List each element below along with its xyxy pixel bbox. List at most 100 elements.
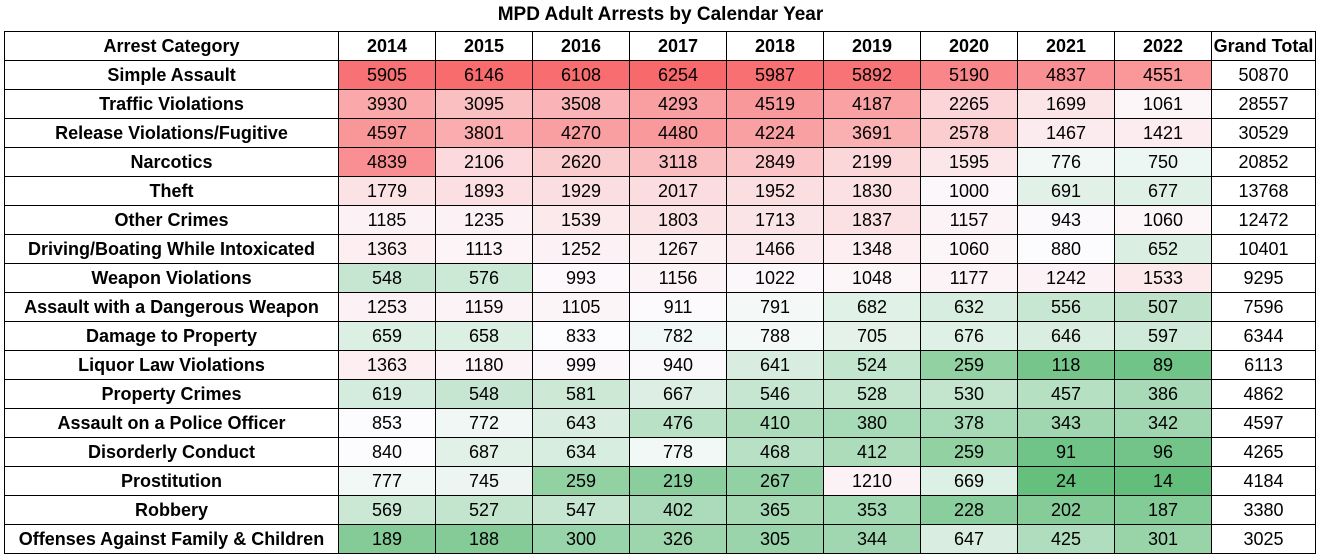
value-cell: 646	[1017, 321, 1115, 351]
value-cell: 1467	[1017, 118, 1115, 148]
value-cell: 1252	[532, 234, 630, 264]
row-category-label: Simple Assault	[4, 60, 339, 90]
table-row: Weapon Violations 548 576 993 1156 1022 1048 11…	[4, 263, 1316, 293]
value-cell: 259	[532, 466, 630, 496]
value-cell: 691	[1017, 176, 1115, 206]
value-cell: 228	[920, 495, 1018, 525]
table-row: Property Crimes 619 548 581 667 546 528 530 457 3…	[4, 379, 1316, 409]
table-row: Narcotics 4839 2106 2620 3118 2849 2199 1595 776…	[4, 147, 1316, 177]
value-cell: 1177	[920, 263, 1018, 293]
value-cell: 1267	[629, 234, 727, 264]
value-cell: 305	[726, 524, 824, 554]
value-cell: 4293	[629, 89, 727, 119]
value-cell: 4270	[532, 118, 630, 148]
value-cell: 1779	[338, 176, 436, 206]
value-cell: 202	[1017, 495, 1115, 525]
value-cell: 91	[1017, 437, 1115, 467]
row-category-label: Robbery	[4, 495, 339, 525]
value-cell: 659	[338, 321, 436, 351]
value-cell: 1060	[1114, 205, 1212, 235]
value-cell: 745	[435, 466, 533, 496]
value-cell: 4551	[1114, 60, 1212, 90]
value-cell: 652	[1114, 234, 1212, 264]
value-cell: 1157	[920, 205, 1018, 235]
grand-total-cell: 4597	[1211, 408, 1316, 438]
value-cell: 4519	[726, 89, 824, 119]
value-cell: 524	[823, 350, 921, 380]
value-cell: 993	[532, 263, 630, 293]
value-cell: 188	[435, 524, 533, 554]
value-cell: 4187	[823, 89, 921, 119]
row-category-label: Assault with a Dangerous Weapon	[4, 292, 339, 322]
value-cell: 667	[629, 379, 727, 409]
value-cell: 6108	[532, 60, 630, 90]
value-cell: 353	[823, 495, 921, 525]
table-row: Liquor Law Violations 1363 1180 999 940 641 52…	[4, 350, 1316, 380]
column-header-year: 2015	[435, 31, 533, 61]
value-cell: 1061	[1114, 89, 1212, 119]
table-row: Damage to Property 659 658 833 782 788 705 676 6…	[4, 321, 1316, 351]
value-cell: 89	[1114, 350, 1212, 380]
value-cell: 548	[338, 263, 436, 293]
header-row: Arrest Category 2014 2015 2016 2017 2018…	[4, 31, 1316, 61]
grand-total-cell: 28557	[1211, 89, 1316, 119]
row-category-label: Property Crimes	[4, 379, 339, 409]
value-cell: 853	[338, 408, 436, 438]
value-cell: 365	[726, 495, 824, 525]
row-category-label: Theft	[4, 176, 339, 206]
value-cell: 1533	[1114, 263, 1212, 293]
value-cell: 782	[629, 321, 727, 351]
value-cell: 880	[1017, 234, 1115, 264]
table-body: Simple Assault 5905 6146 6108 6254 5987 5892 51…	[4, 60, 1316, 554]
column-header-category: Arrest Category	[4, 31, 339, 61]
value-cell: 1060	[920, 234, 1018, 264]
value-cell: 682	[823, 292, 921, 322]
value-cell: 1242	[1017, 263, 1115, 293]
row-category-label: Narcotics	[4, 147, 339, 177]
value-cell: 619	[338, 379, 436, 409]
value-cell: 1713	[726, 205, 824, 235]
value-cell: 2578	[920, 118, 1018, 148]
value-cell: 476	[629, 408, 727, 438]
value-cell: 1421	[1114, 118, 1212, 148]
value-cell: 1699	[1017, 89, 1115, 119]
value-cell: 3508	[532, 89, 630, 119]
table-row: Offenses Against Family & Children 189 188…	[4, 524, 1316, 554]
value-cell: 556	[1017, 292, 1115, 322]
value-cell: 791	[726, 292, 824, 322]
value-cell: 1159	[435, 292, 533, 322]
value-cell: 1363	[338, 234, 436, 264]
row-category-label: Release Violations/Fugitive	[4, 118, 339, 148]
value-cell: 344	[823, 524, 921, 554]
value-cell: 750	[1114, 147, 1212, 177]
value-cell: 1348	[823, 234, 921, 264]
value-cell: 1180	[435, 350, 533, 380]
value-cell: 457	[1017, 379, 1115, 409]
value-cell: 576	[435, 263, 533, 293]
value-cell: 546	[726, 379, 824, 409]
value-cell: 641	[726, 350, 824, 380]
grand-total-cell: 13768	[1211, 176, 1316, 206]
value-cell: 2849	[726, 147, 824, 177]
value-cell: 999	[532, 350, 630, 380]
grand-total-cell: 7596	[1211, 292, 1316, 322]
row-category-label: Driving/Boating While Intoxicated	[4, 234, 339, 264]
value-cell: 3691	[823, 118, 921, 148]
value-cell: 2017	[629, 176, 727, 206]
value-cell: 647	[920, 524, 1018, 554]
value-cell: 940	[629, 350, 727, 380]
value-cell: 386	[1114, 379, 1212, 409]
value-cell: 3930	[338, 89, 436, 119]
value-cell: 1210	[823, 466, 921, 496]
row-category-label: Prostitution	[4, 466, 339, 496]
value-cell: 189	[338, 524, 436, 554]
value-cell: 3801	[435, 118, 533, 148]
value-cell: 5987	[726, 60, 824, 90]
value-cell: 776	[1017, 147, 1115, 177]
value-cell: 2620	[532, 147, 630, 177]
grand-total-cell: 20852	[1211, 147, 1316, 177]
value-cell: 569	[338, 495, 436, 525]
value-cell: 528	[823, 379, 921, 409]
value-cell: 4837	[1017, 60, 1115, 90]
value-cell: 530	[920, 379, 1018, 409]
